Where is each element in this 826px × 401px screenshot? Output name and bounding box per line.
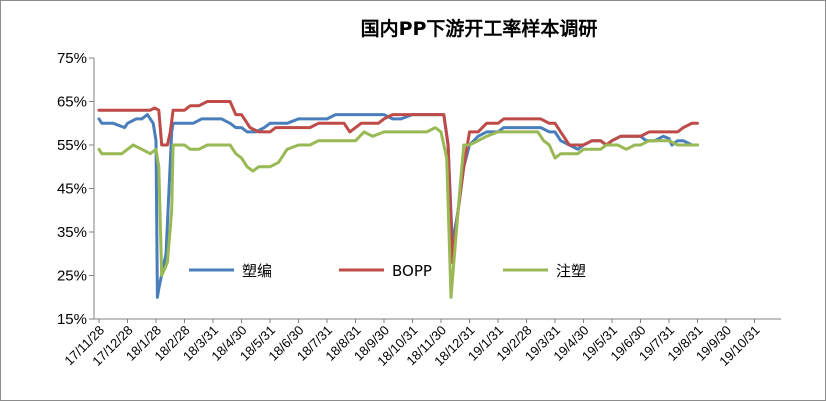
y-tick-label: 25%	[57, 268, 87, 285]
y-tick-label: 65%	[57, 94, 87, 111]
chart-title: 国内PP下游开工率样本调研	[361, 17, 598, 40]
y-tick-label: 45%	[57, 181, 87, 198]
series-lines	[97, 100, 699, 299]
legend-label: 塑编	[242, 262, 272, 280]
legend-label: BOPP	[392, 262, 432, 280]
series-line-BOPP	[97, 100, 699, 264]
legend-label: 注塑	[556, 262, 586, 280]
x-axis: 17/11/2817/12/2818/1/2818/2/2818/3/3118/…	[61, 318, 781, 369]
y-tick-label: 35%	[57, 224, 87, 241]
y-tick-label: 75%	[57, 50, 87, 67]
y-tick-label: 55%	[57, 137, 87, 154]
y-tick-label: 15%	[57, 311, 87, 328]
legend: 塑编 BOPP 注塑	[189, 262, 586, 280]
y-axis: 15% 25% 35% 45% 55% 65% 75%	[57, 50, 95, 328]
series-line-注塑	[97, 126, 699, 299]
